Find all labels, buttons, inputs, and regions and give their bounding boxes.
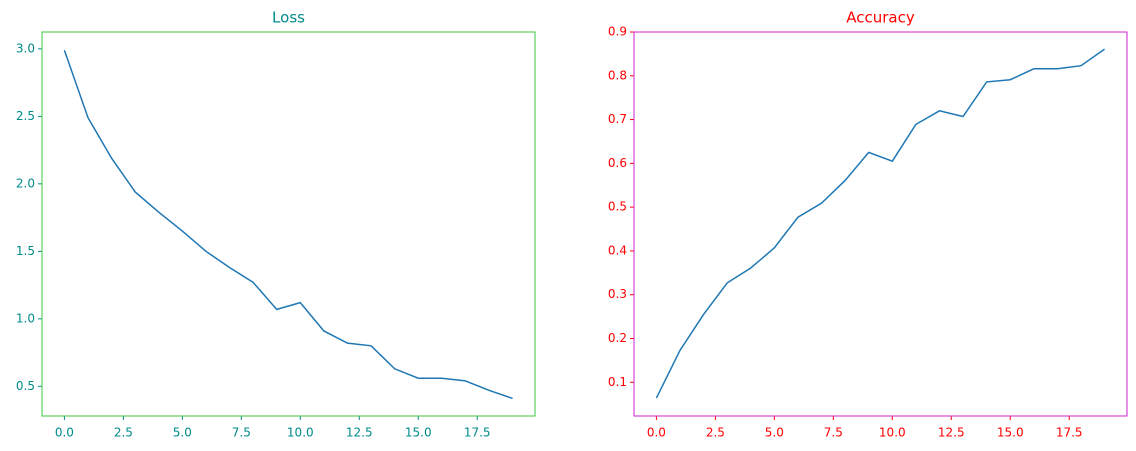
y-tick-label: 2.5: [16, 109, 35, 123]
y-tick-label: 0.5: [16, 379, 35, 393]
y-tick-label: 1.0: [16, 311, 35, 325]
data-line: [655, 48, 1106, 399]
chart-title: Accuracy: [846, 9, 915, 27]
x-tick-label: 12.5: [346, 426, 373, 440]
x-tick-label: 0.0: [647, 426, 666, 440]
x-tick-label: 10.0: [287, 426, 314, 440]
x-tick-label: 15.0: [405, 426, 432, 440]
y-tick-label: 0.4: [608, 243, 627, 257]
y-tick-label: 0.5: [608, 200, 627, 214]
x-tick-label: 7.5: [824, 426, 843, 440]
x-tick-label: 5.0: [765, 426, 784, 440]
x-tick-label: 17.5: [1056, 426, 1083, 440]
x-tick-label: 7.5: [232, 426, 251, 440]
y-tick-label: 0.9: [608, 25, 627, 39]
y-tick-label: 0.8: [608, 68, 627, 82]
x-tick-label: 0.0: [55, 426, 74, 440]
y-tick-label: 3.0: [16, 41, 35, 55]
x-tick-label: 5.0: [173, 426, 192, 440]
data-line: [63, 49, 513, 400]
axes-frame: [41, 31, 536, 417]
y-tick-label: 1.5: [16, 244, 35, 258]
x-tick-label: 12.5: [938, 426, 965, 440]
y-tick-label: 0.6: [608, 156, 627, 170]
y-tick-label: 2.0: [16, 176, 35, 190]
x-tick-label: 15.0: [997, 426, 1024, 440]
x-tick-label: 2.5: [114, 426, 133, 440]
x-tick-label: 2.5: [706, 426, 725, 440]
chart-title: Loss: [272, 9, 305, 27]
x-tick-label: 10.0: [879, 426, 906, 440]
y-tick-label: 0.1: [608, 375, 627, 389]
axes-frame: [633, 31, 1128, 417]
y-tick-label: 0.2: [608, 331, 627, 345]
y-tick-label: 0.3: [608, 287, 627, 301]
y-tick-label: 0.7: [608, 112, 627, 126]
x-tick-label: 17.5: [464, 426, 491, 440]
